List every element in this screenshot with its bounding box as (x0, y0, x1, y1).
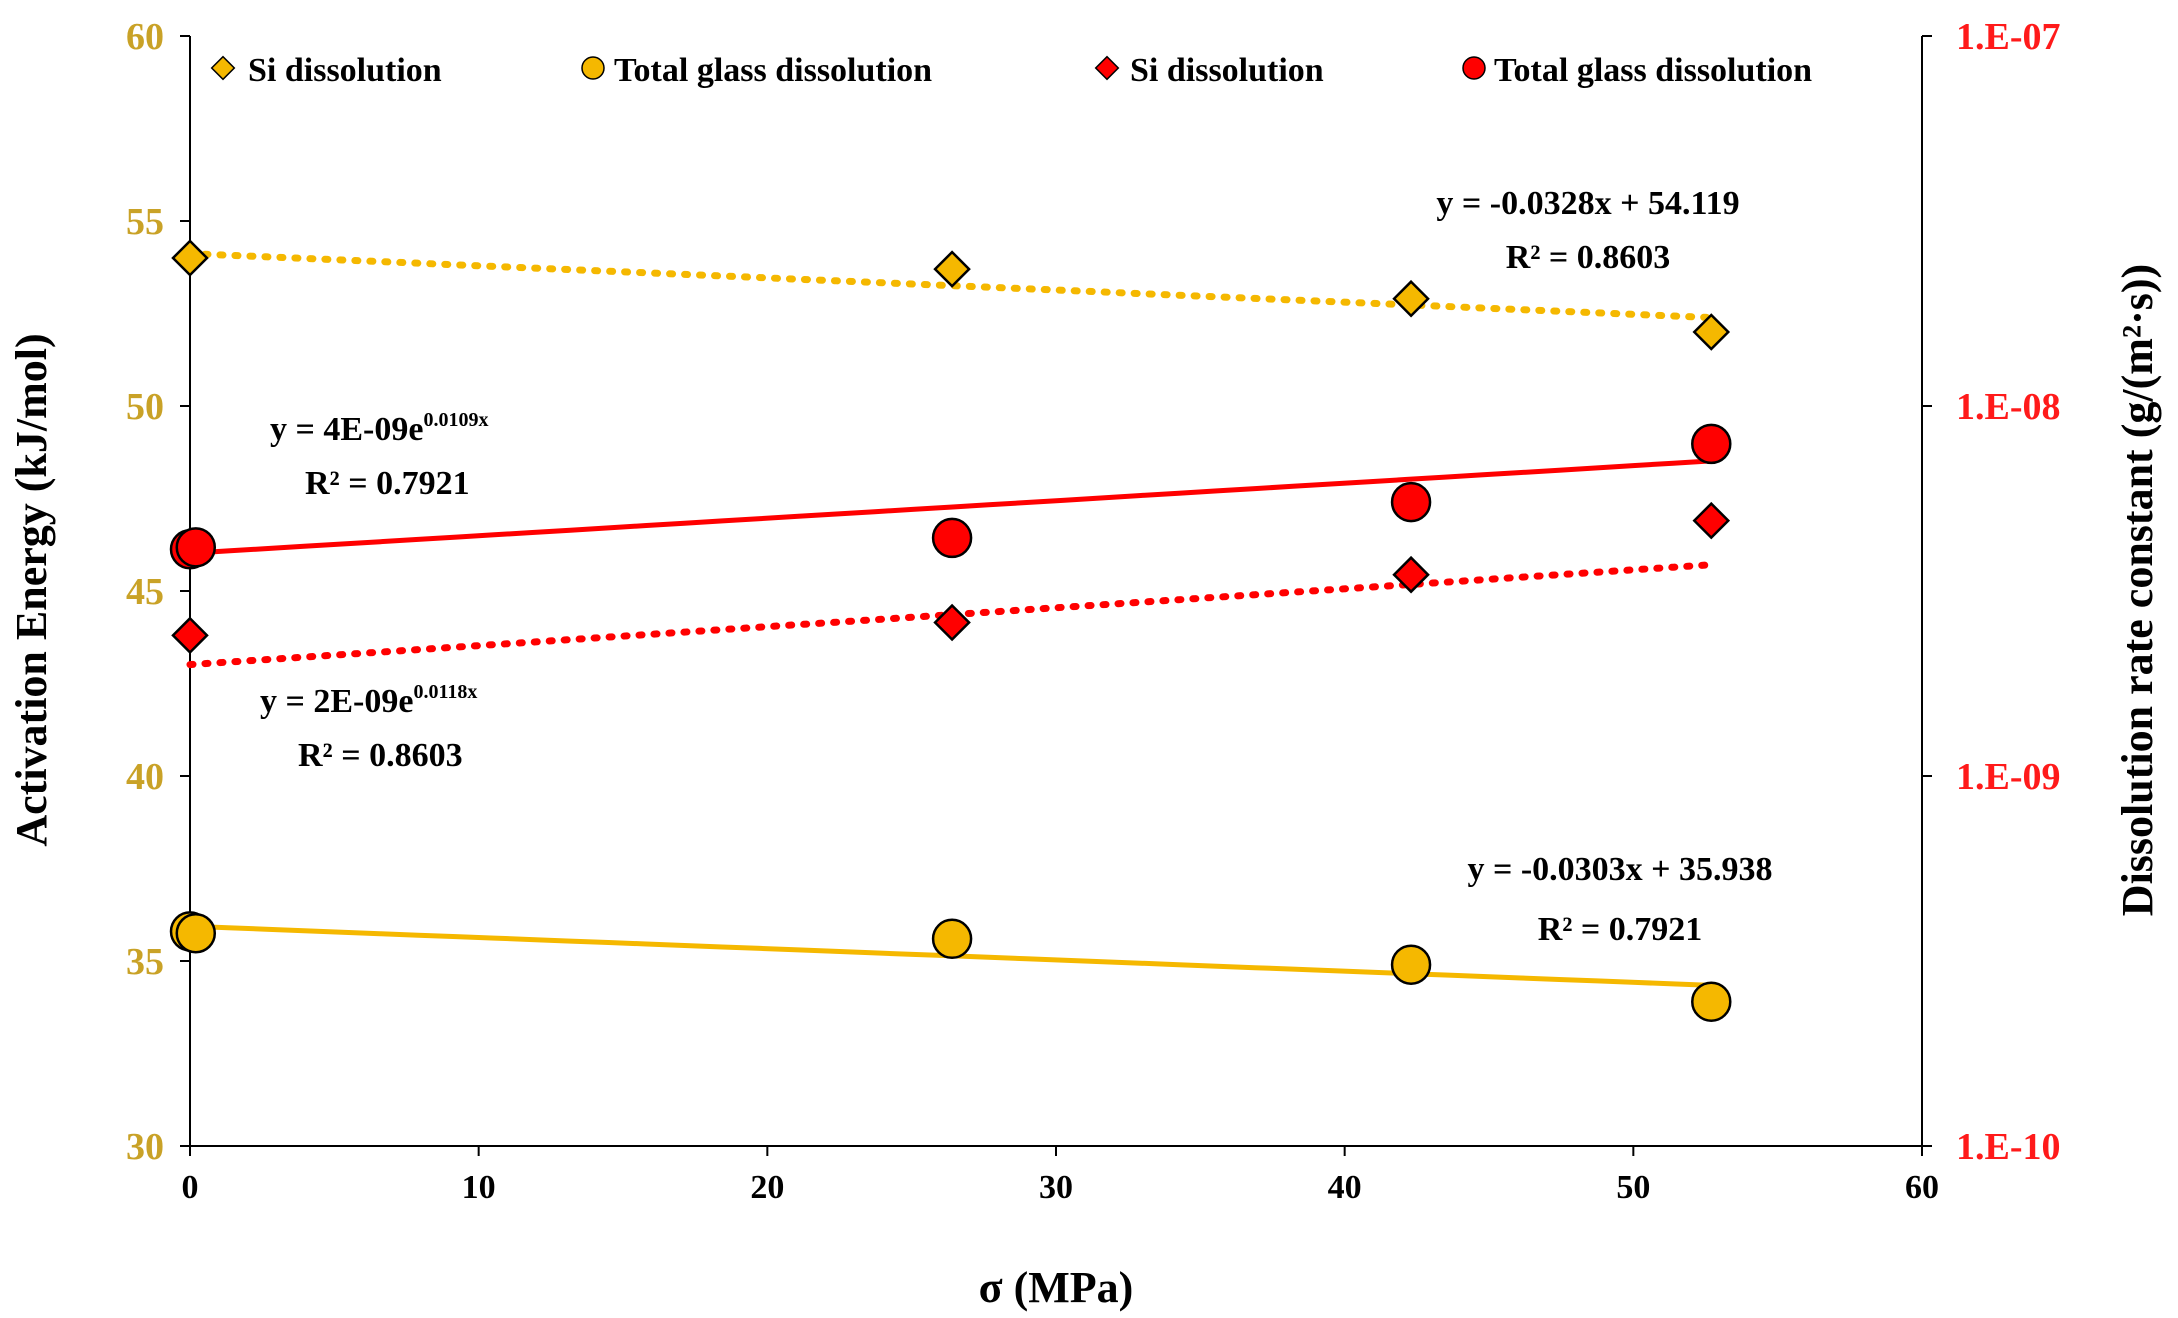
left-tick-label: 35 (126, 941, 164, 983)
r2-si-yellow: R² = 0.8603 (1506, 239, 1671, 276)
legend: Si dissolution Total glass dissolution S… (210, 52, 1812, 89)
data-point-total-right (1691, 423, 1732, 465)
data-point-total-left (931, 918, 973, 960)
eq-si-red-exp: 0.0118x (413, 681, 477, 703)
data-point-si-right (933, 603, 971, 642)
left-tick-label: 40 (126, 756, 164, 798)
x-axis-ticks: 0 10 20 30 40 50 60 (182, 1146, 1939, 1206)
r2-total-red: R² = 0.7921 (305, 465, 470, 502)
x-tick-label: 30 (1039, 1169, 1073, 1206)
left-tick-label: 45 (126, 571, 164, 613)
data-point-si-left (1392, 279, 1430, 318)
legend-marker-si-red (1094, 55, 1120, 81)
data-point-si-left (171, 239, 209, 277)
trendline-total-right (189, 458, 1712, 556)
data-point-total-left (175, 913, 217, 954)
data-point-si-left (1692, 313, 1731, 351)
r2-total-yellow: R² = 0.7921 (1538, 911, 1703, 948)
data-point-si-right (1392, 555, 1430, 594)
left-tick-label: 60 (126, 16, 164, 58)
data-point-si-left (933, 250, 971, 288)
regression-annotations: y = -0.0328x + 54.119 R² = 0.8603 y = 4E… (260, 185, 1773, 948)
x-tick-label: 0 (182, 1169, 199, 1206)
data-point-total-left (1390, 944, 1432, 985)
r2-si-red: R² = 0.8603 (298, 737, 463, 774)
eq-total-red-base: y = 4E-09e (270, 411, 423, 448)
right-tick-label: 1.E-10 (1956, 1126, 2061, 1168)
x-tick-label: 60 (1905, 1169, 1939, 1206)
legend-marker-total-red (1462, 56, 1486, 80)
x-tick-label: 10 (462, 1169, 496, 1206)
right-tick-label: 1.E-09 (1956, 756, 2061, 798)
left-tick-label: 30 (126, 1126, 164, 1168)
data-point-total-right (175, 527, 217, 568)
eq-si-yellow: y = -0.0328x + 54.119 (1436, 185, 1739, 222)
eq-total-yellow: y = -0.0303x + 35.938 (1467, 851, 1772, 888)
legend-label-total-yellow: Total glass dissolution (614, 52, 932, 89)
y-axis-title-right: Dissolution rate constant (g/(m²·s)) (2113, 264, 2162, 916)
legend-label-si-yellow: Si dissolution (248, 52, 442, 89)
data-point-total-right (1390, 481, 1432, 523)
right-tick-label: 1.E-07 (1956, 16, 2061, 58)
right-tick-label: 1.E-08 (1956, 386, 2061, 428)
data-point-si-right (1692, 501, 1731, 540)
trendline-si-left (186, 250, 1715, 322)
legend-marker-total-yellow (581, 56, 605, 80)
x-tick-label: 50 (1616, 1169, 1650, 1206)
legend-marker-si-yellow (210, 55, 236, 81)
left-tick-label: 55 (126, 201, 164, 243)
x-tick-label: 40 (1328, 1169, 1362, 1206)
eq-si-red: y = 2E-09e0.0118x (260, 681, 477, 720)
legend-label-si-red: Si dissolution (1130, 52, 1324, 89)
right-axis-ticks: 1.E-10 1.E-09 1.E-08 1.E-07 (1922, 16, 2061, 1168)
legend-label-total-red: Total glass dissolution (1494, 52, 1812, 89)
data-point-total-left (1691, 981, 1732, 1022)
data-point-si-right (171, 616, 209, 655)
left-tick-label: 50 (126, 386, 164, 428)
left-axis-ticks: 30 35 40 45 50 55 60 (126, 16, 190, 1168)
data-point-total-right (931, 517, 973, 559)
data-points (169, 239, 1732, 1022)
eq-si-red-base: y = 2E-09e (260, 683, 413, 720)
eq-total-red-exp: 0.0109x (423, 409, 488, 431)
y-axis-title-left: Activation Energy (kJ/mol) (7, 333, 56, 846)
eq-total-red: y = 4E-09e0.0109x (270, 409, 488, 448)
x-axis-title: σ (MPa) (979, 1263, 1134, 1312)
x-tick-label: 20 (750, 1169, 784, 1206)
